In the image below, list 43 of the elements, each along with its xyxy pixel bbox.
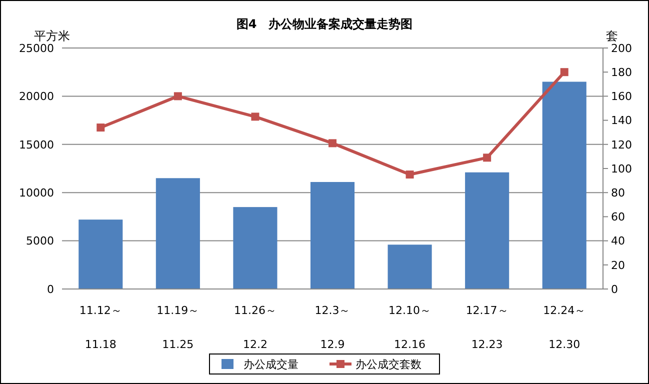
point <box>560 68 568 76</box>
y-tick-label: 25000 <box>19 42 54 55</box>
y2-tick-label: 180 <box>611 66 632 79</box>
category-label: 12.17～ 12.23 <box>466 304 508 351</box>
bar <box>156 178 200 289</box>
category-label: 11.26～ 12.2 <box>234 304 276 351</box>
bar <box>465 172 510 289</box>
y-tick-label: 15000 <box>19 138 54 152</box>
y-tick-label: 20000 <box>19 90 54 104</box>
legend-label: 办公成交量 <box>244 358 298 371</box>
point <box>406 170 414 179</box>
bar <box>542 82 586 289</box>
point <box>174 92 182 100</box>
y2-tick-label: 20 <box>611 258 625 272</box>
y2-tick-label: 0 <box>611 282 618 296</box>
y2-tick-label: 200 <box>611 42 632 55</box>
y2-tick-label: 80 <box>611 186 625 200</box>
category-label: 11.12～ 11.18 <box>79 304 122 351</box>
chart-title: 图4 办公物业备案成交量走势图 <box>236 17 413 31</box>
y2-tick-label: 60 <box>611 210 625 224</box>
y-tick-label: 10000 <box>19 186 54 200</box>
y2-tick-label: 160 <box>611 90 632 104</box>
y2-axis-title: 套 <box>606 29 618 43</box>
point <box>328 139 336 148</box>
y2-tick-label: 40 <box>611 234 625 248</box>
category-label: 12.10～ 12.16 <box>388 304 432 351</box>
y-axis-title: 平方米 <box>34 29 70 43</box>
y2-tick-label: 140 <box>611 114 632 128</box>
bar <box>388 244 432 289</box>
y-tick-label: 0 <box>47 282 54 296</box>
bar <box>310 182 355 289</box>
y2-tick-label: 120 <box>611 138 632 152</box>
point <box>96 124 105 132</box>
category-label: 12.3～ 12.9 <box>314 304 350 351</box>
point <box>251 112 260 121</box>
point <box>483 154 492 162</box>
category-label: 11.19～ 11.25 <box>156 304 200 351</box>
category-label: 12.24～ 12.30 <box>543 304 586 351</box>
y-tick-label: 5000 <box>26 234 54 248</box>
bar <box>78 220 123 289</box>
y2-tick-label: 100 <box>611 162 632 176</box>
legend-label: 办公成交套数 <box>356 358 422 371</box>
bar <box>233 207 278 289</box>
